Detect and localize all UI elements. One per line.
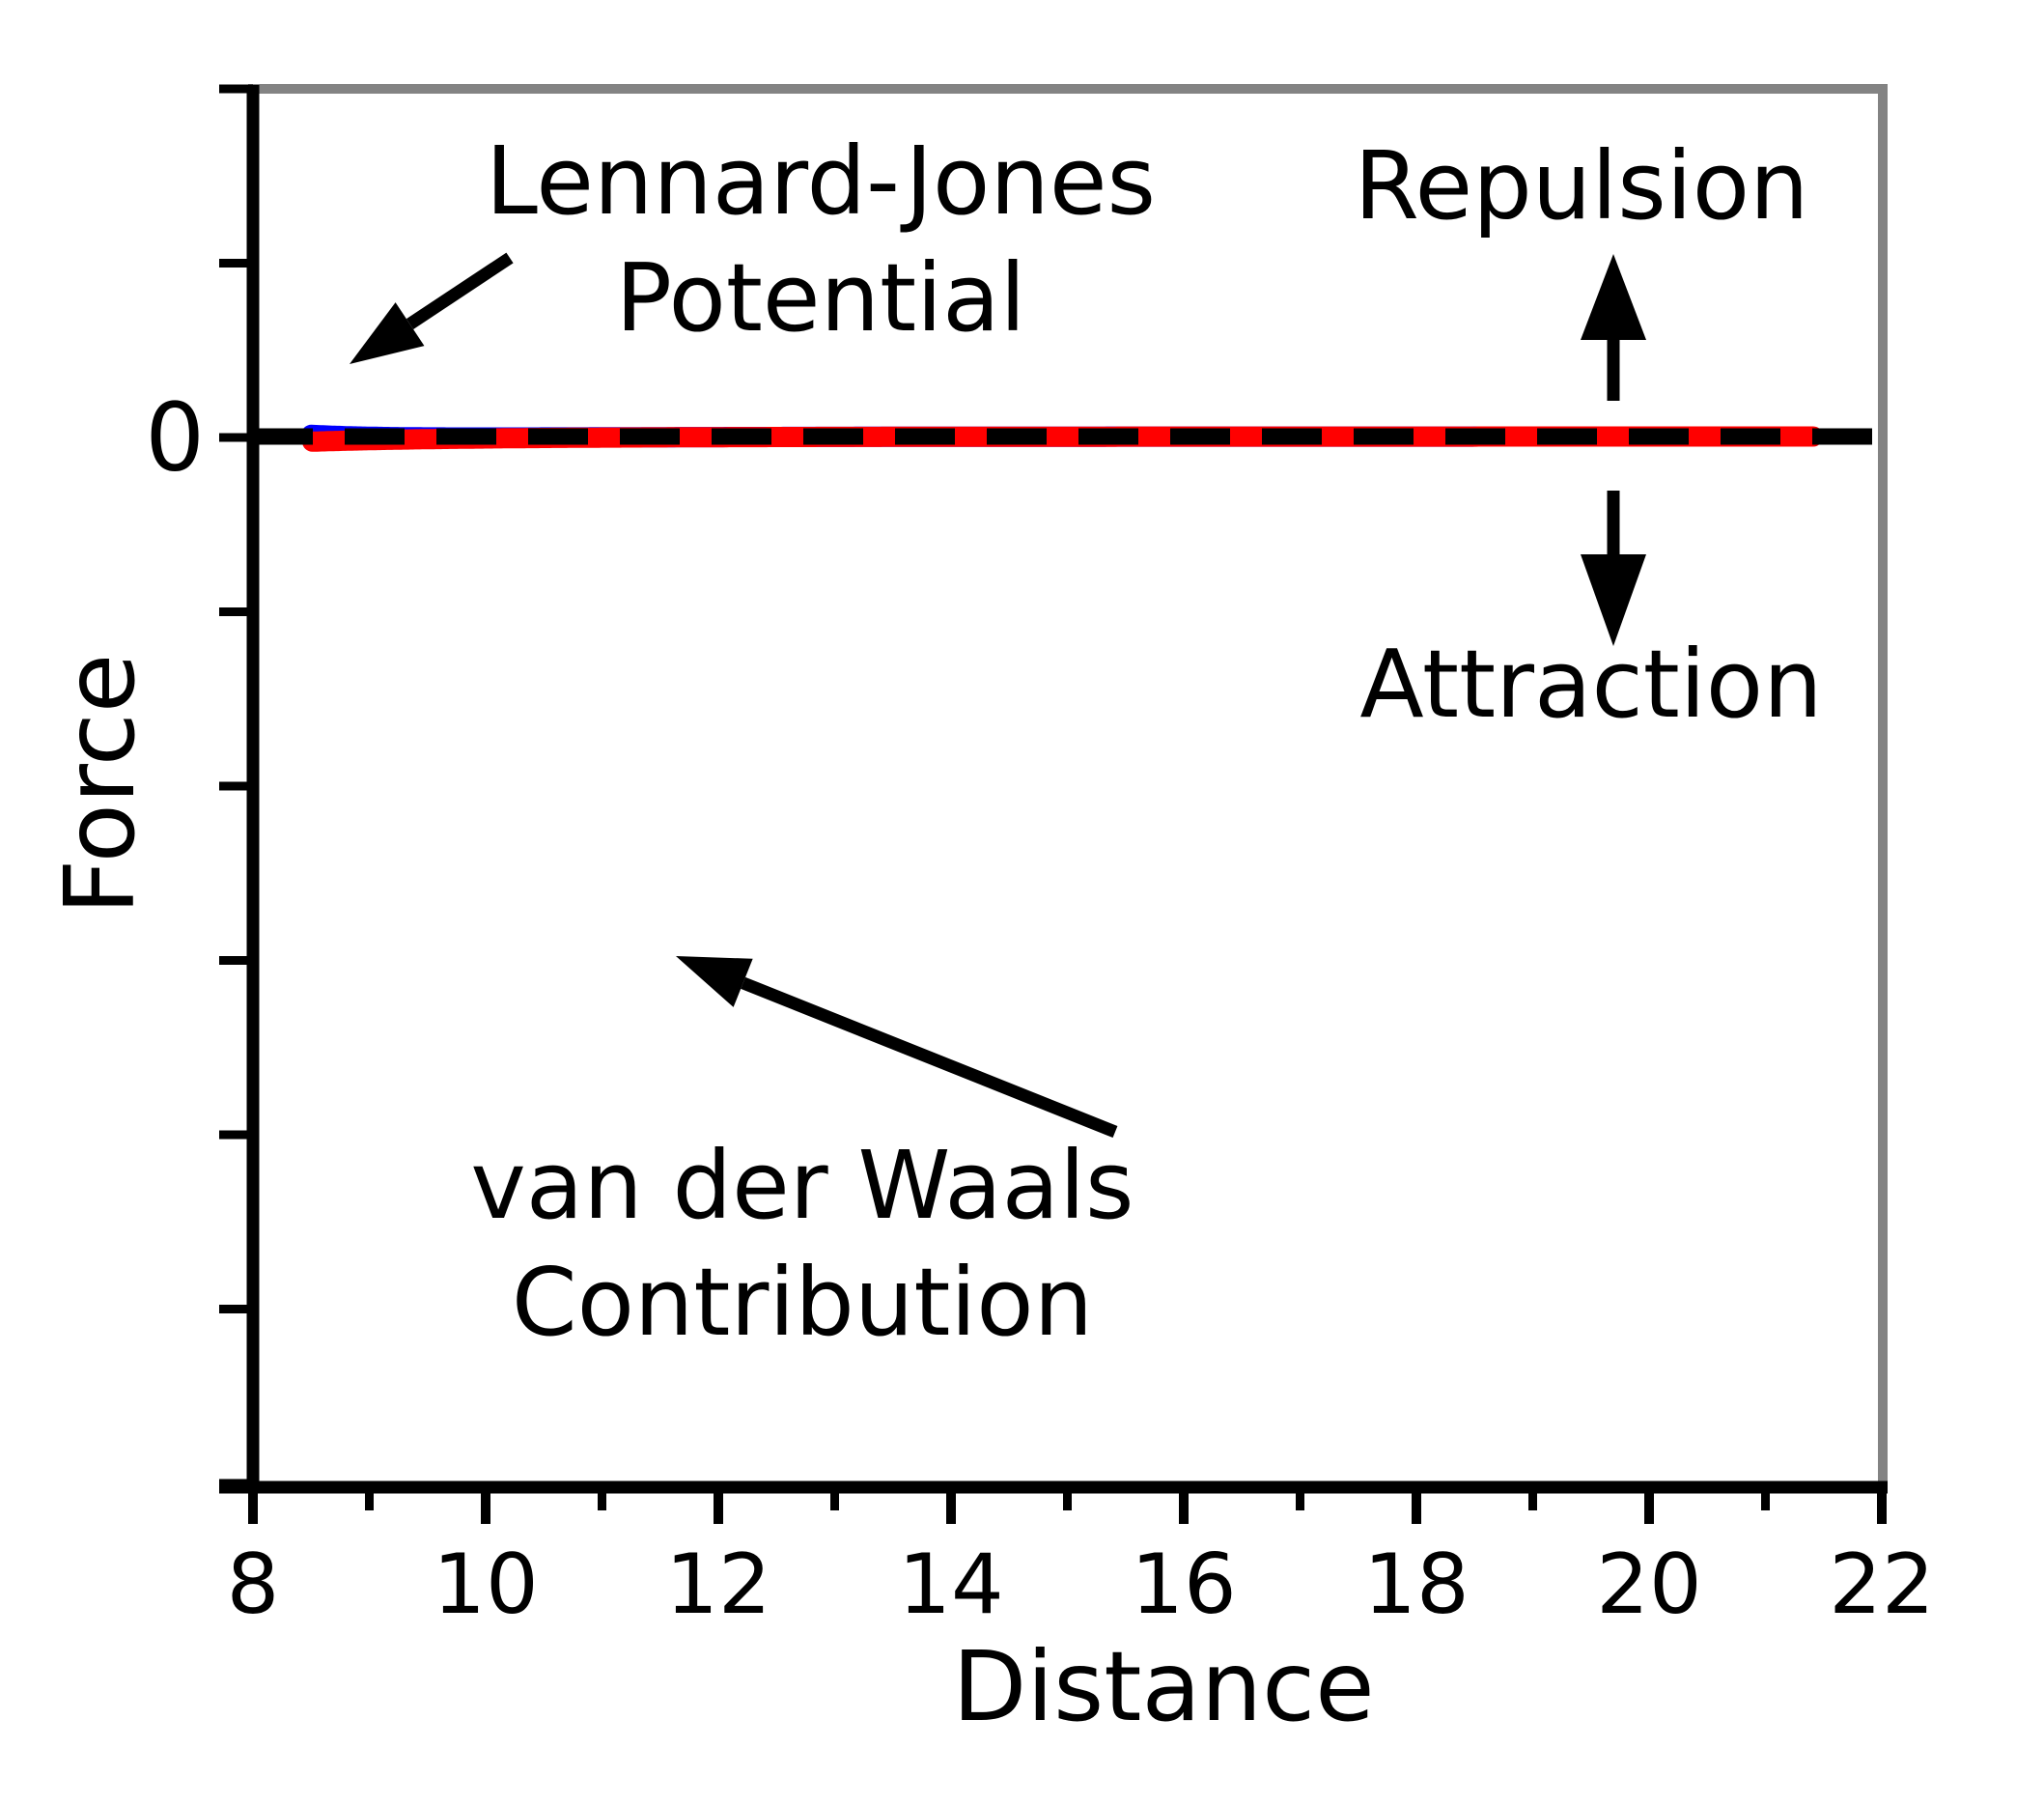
x-axis-title: Distance [952,1630,1375,1743]
x-tick-labels: 8 10 12 14 16 18 20 22 [0,1543,2044,1649]
vdw-annotation-arrow-shaft [741,976,1118,1139]
attraction-down-arrow [1581,491,1646,646]
lj-annotation-line1: Lennard-Jones [485,127,1157,236]
repulsion-label: Repulsion [1354,131,1809,240]
x-tick-label: 12 [665,1536,771,1633]
y-axis-zero-tick-label: 0 [145,382,205,493]
x-tick-label: 8 [226,1536,280,1633]
x-tick-label: 20 [1596,1536,1702,1633]
vdw-annotation-arrow-head [676,956,753,1007]
x-tick-label: 18 [1363,1536,1470,1633]
x-tick-label: 10 [433,1536,539,1633]
axis-ticks [219,84,1887,1524]
repulsion-up-arrow [1581,254,1646,401]
lj-annotation-arrow [350,252,514,364]
lj-annotation-line2: Potential [615,243,1026,352]
repulsion-up-arrow-head [1581,254,1646,340]
lj-annotation-arrow-shaft [406,252,514,329]
attraction-down-arrow-head [1581,554,1646,646]
vdw-annotation-line2: Contribution [511,1248,1094,1357]
vdw-annotation-line1: van der Waals [470,1131,1134,1240]
vdw-annotation-arrow [676,956,1118,1139]
lj-annotation-arrow-head [350,302,425,364]
x-tick-label: 16 [1131,1536,1237,1633]
attraction-label: Attraction [1359,630,1823,739]
lj-potential-annotation: Lennard-Jones Potential [486,123,1156,356]
y-axis-title: Force [43,653,156,916]
x-tick-label: 22 [1829,1536,1935,1633]
x-tick-label: 14 [898,1536,1004,1633]
annotation-arrows [350,252,1646,1139]
vdw-contribution-annotation: van der Waals Contribution [470,1127,1134,1361]
plot-frame-border [248,84,1888,1487]
